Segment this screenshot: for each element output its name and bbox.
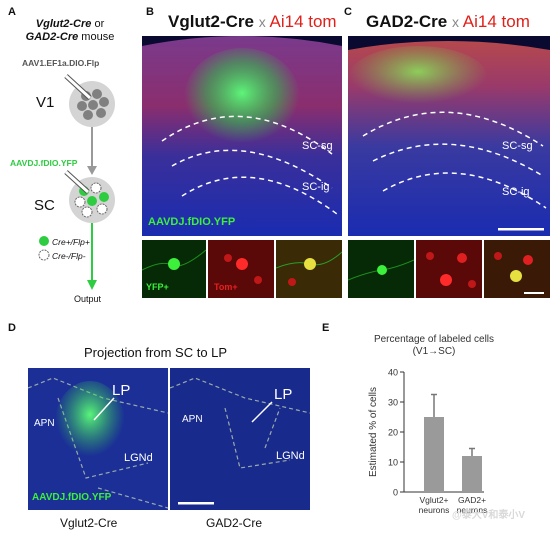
panel-c-inset-merge-image <box>494 252 544 294</box>
region-sc-label: SC <box>34 197 55 214</box>
mouse-suffix: mouse <box>81 31 115 43</box>
panel-d-right-micrograph: LP APN LGNd <box>170 368 310 510</box>
mouse-or: or <box>94 18 105 30</box>
panel-d-right-caption: GAD2-Cre <box>206 516 263 530</box>
panel-c-image <box>348 36 550 236</box>
panel-d-left-micrograph: LP APN LGNd AAVDJ.fDIO.YFP <box>28 368 168 510</box>
panel-c-title-reporter: Ai14 tom <box>462 12 530 31</box>
panel-b-inset-merge <box>276 240 342 298</box>
panel-b-virus: AAVDJ.fDIO.YFP <box>148 216 236 228</box>
virus-2-label: AAVDJ.fDIO.YFP <box>10 158 78 168</box>
bar-1 <box>424 417 444 492</box>
panel-c-inset-yfp <box>348 240 414 298</box>
pipette-1 <box>64 74 92 100</box>
watermark: @泰大V和泰小V <box>452 510 526 521</box>
panel-b-label: B <box>146 6 154 18</box>
panel-b-layer-sg: SC-sg <box>302 140 333 152</box>
panel-b-title-cre: Vglut2-Cre <box>168 12 254 31</box>
arrow-v1-sc-head <box>87 166 97 175</box>
panel-c-inset-merge <box>484 240 550 298</box>
panel-d-title: Projection from SC to LP <box>84 345 228 360</box>
arrow-output-head <box>87 280 97 290</box>
bar-2 <box>462 456 482 492</box>
x-tick-label-2: GAD2+ <box>458 495 486 505</box>
panel-b-image <box>142 36 342 236</box>
panel-c-layer-ig: SC-ig <box>502 186 530 198</box>
panel-d-left-lgnd: LGNd <box>124 452 153 464</box>
y-tick-label: 10 <box>388 458 398 468</box>
legend-pos-label: Cre+/Flp+ <box>52 237 90 247</box>
panel-b-title-x: x <box>258 14 266 30</box>
region-v1-label: V1 <box>36 94 55 111</box>
mouse-line-1: Vglut2-Cre <box>35 18 92 30</box>
output-label: Output <box>74 294 102 304</box>
panel-c-inset-tom-image <box>426 252 476 288</box>
panel-c-layer-sg: SC-sg <box>502 140 533 152</box>
panel-d-right-image <box>170 368 310 510</box>
y-tick-label: 30 <box>388 398 398 408</box>
y-tick-label: 0 <box>393 488 398 498</box>
panel-b-micrograph: SC-sg SC-ig AAVDJ.fDIO.YFP <box>142 36 342 236</box>
panel-b-inset-merge-image <box>276 251 342 286</box>
panel-d-left-image <box>28 368 168 510</box>
panel-a-schematic <box>38 74 115 290</box>
mouse-line-2: GAD2-Cre <box>25 31 79 43</box>
y-axis-label: Estimated % of cells <box>368 387 379 477</box>
panel-d-right-lgnd: LGNd <box>276 450 305 462</box>
panel-b-title-reporter: Ai14 tom <box>269 12 337 31</box>
legend-pos-symbol <box>39 236 49 246</box>
panel-e-title-line-2: (V1→SC) <box>412 346 456 357</box>
mouse-line-text: Vglut2-Cre or GAD2-Cre mouse <box>14 18 126 44</box>
panel-b-inset-tom-label: Tom+ <box>214 282 238 292</box>
panel-b-inset-yfp-image <box>142 249 206 271</box>
panel-d-right-lp: LP <box>274 386 293 403</box>
pipette-2 <box>64 170 90 194</box>
panel-d-left-lp: LP <box>112 382 131 399</box>
panel-b-inset-tom-image <box>224 254 262 284</box>
y-tick-label: 20 <box>388 428 398 438</box>
virus-1-label: AAV1.EF1a.DIO.Flp <box>22 58 100 68</box>
panel-b-inset-tom: Tom+ <box>208 240 274 298</box>
legend-neg-symbol <box>38 249 50 261</box>
x-tick-label-1: neurons <box>419 505 450 515</box>
panel-c-title-x: x <box>451 14 459 30</box>
legend-neg-label: Cre-/Flp- <box>52 251 86 261</box>
panel-c-label: C <box>344 6 352 18</box>
panel-d-left-caption: Vglut2-Cre <box>60 516 118 530</box>
y-tick-label: 40 <box>388 368 398 378</box>
panel-a-label: A <box>8 6 16 18</box>
panel-e-title-line-1: Percentage of labeled cells <box>373 334 495 345</box>
panel-d-label: D <box>8 322 16 334</box>
panel-c-micrograph: SC-sg SC-ig <box>348 36 550 236</box>
panel-e-label: E <box>322 322 330 334</box>
panel-b-inset-yfp: YFP+ <box>142 240 206 298</box>
panel-c-inset-yfp-image <box>348 259 414 281</box>
panel-d-right-apn: APN <box>182 414 203 425</box>
panel-c-scale-bar <box>498 228 544 231</box>
x-tick-label-1: Vglut2+ <box>419 495 448 505</box>
panel-c-inset-tom <box>416 240 482 298</box>
panel-b-layer-ig: SC-ig <box>302 181 330 193</box>
panel-e-title: Percentage of labeled cells (V1→SC) <box>350 334 518 358</box>
panel-b-inset-yfp-label: YFP+ <box>146 282 169 292</box>
panel-d-left-virus: AAVDJ.fDIO.YFP <box>32 492 112 503</box>
panel-b-title: Vglut2-Cre x Ai14 tom <box>168 12 337 32</box>
x-tick-label-2: neurons <box>457 505 488 515</box>
panel-c-title-cre: GAD2-Cre <box>366 12 448 31</box>
panel-d-scale-bar <box>178 502 214 505</box>
panel-c-title: GAD2-Cre x Ai14 tom <box>366 12 530 32</box>
panel-d-left-apn: APN <box>34 418 55 429</box>
